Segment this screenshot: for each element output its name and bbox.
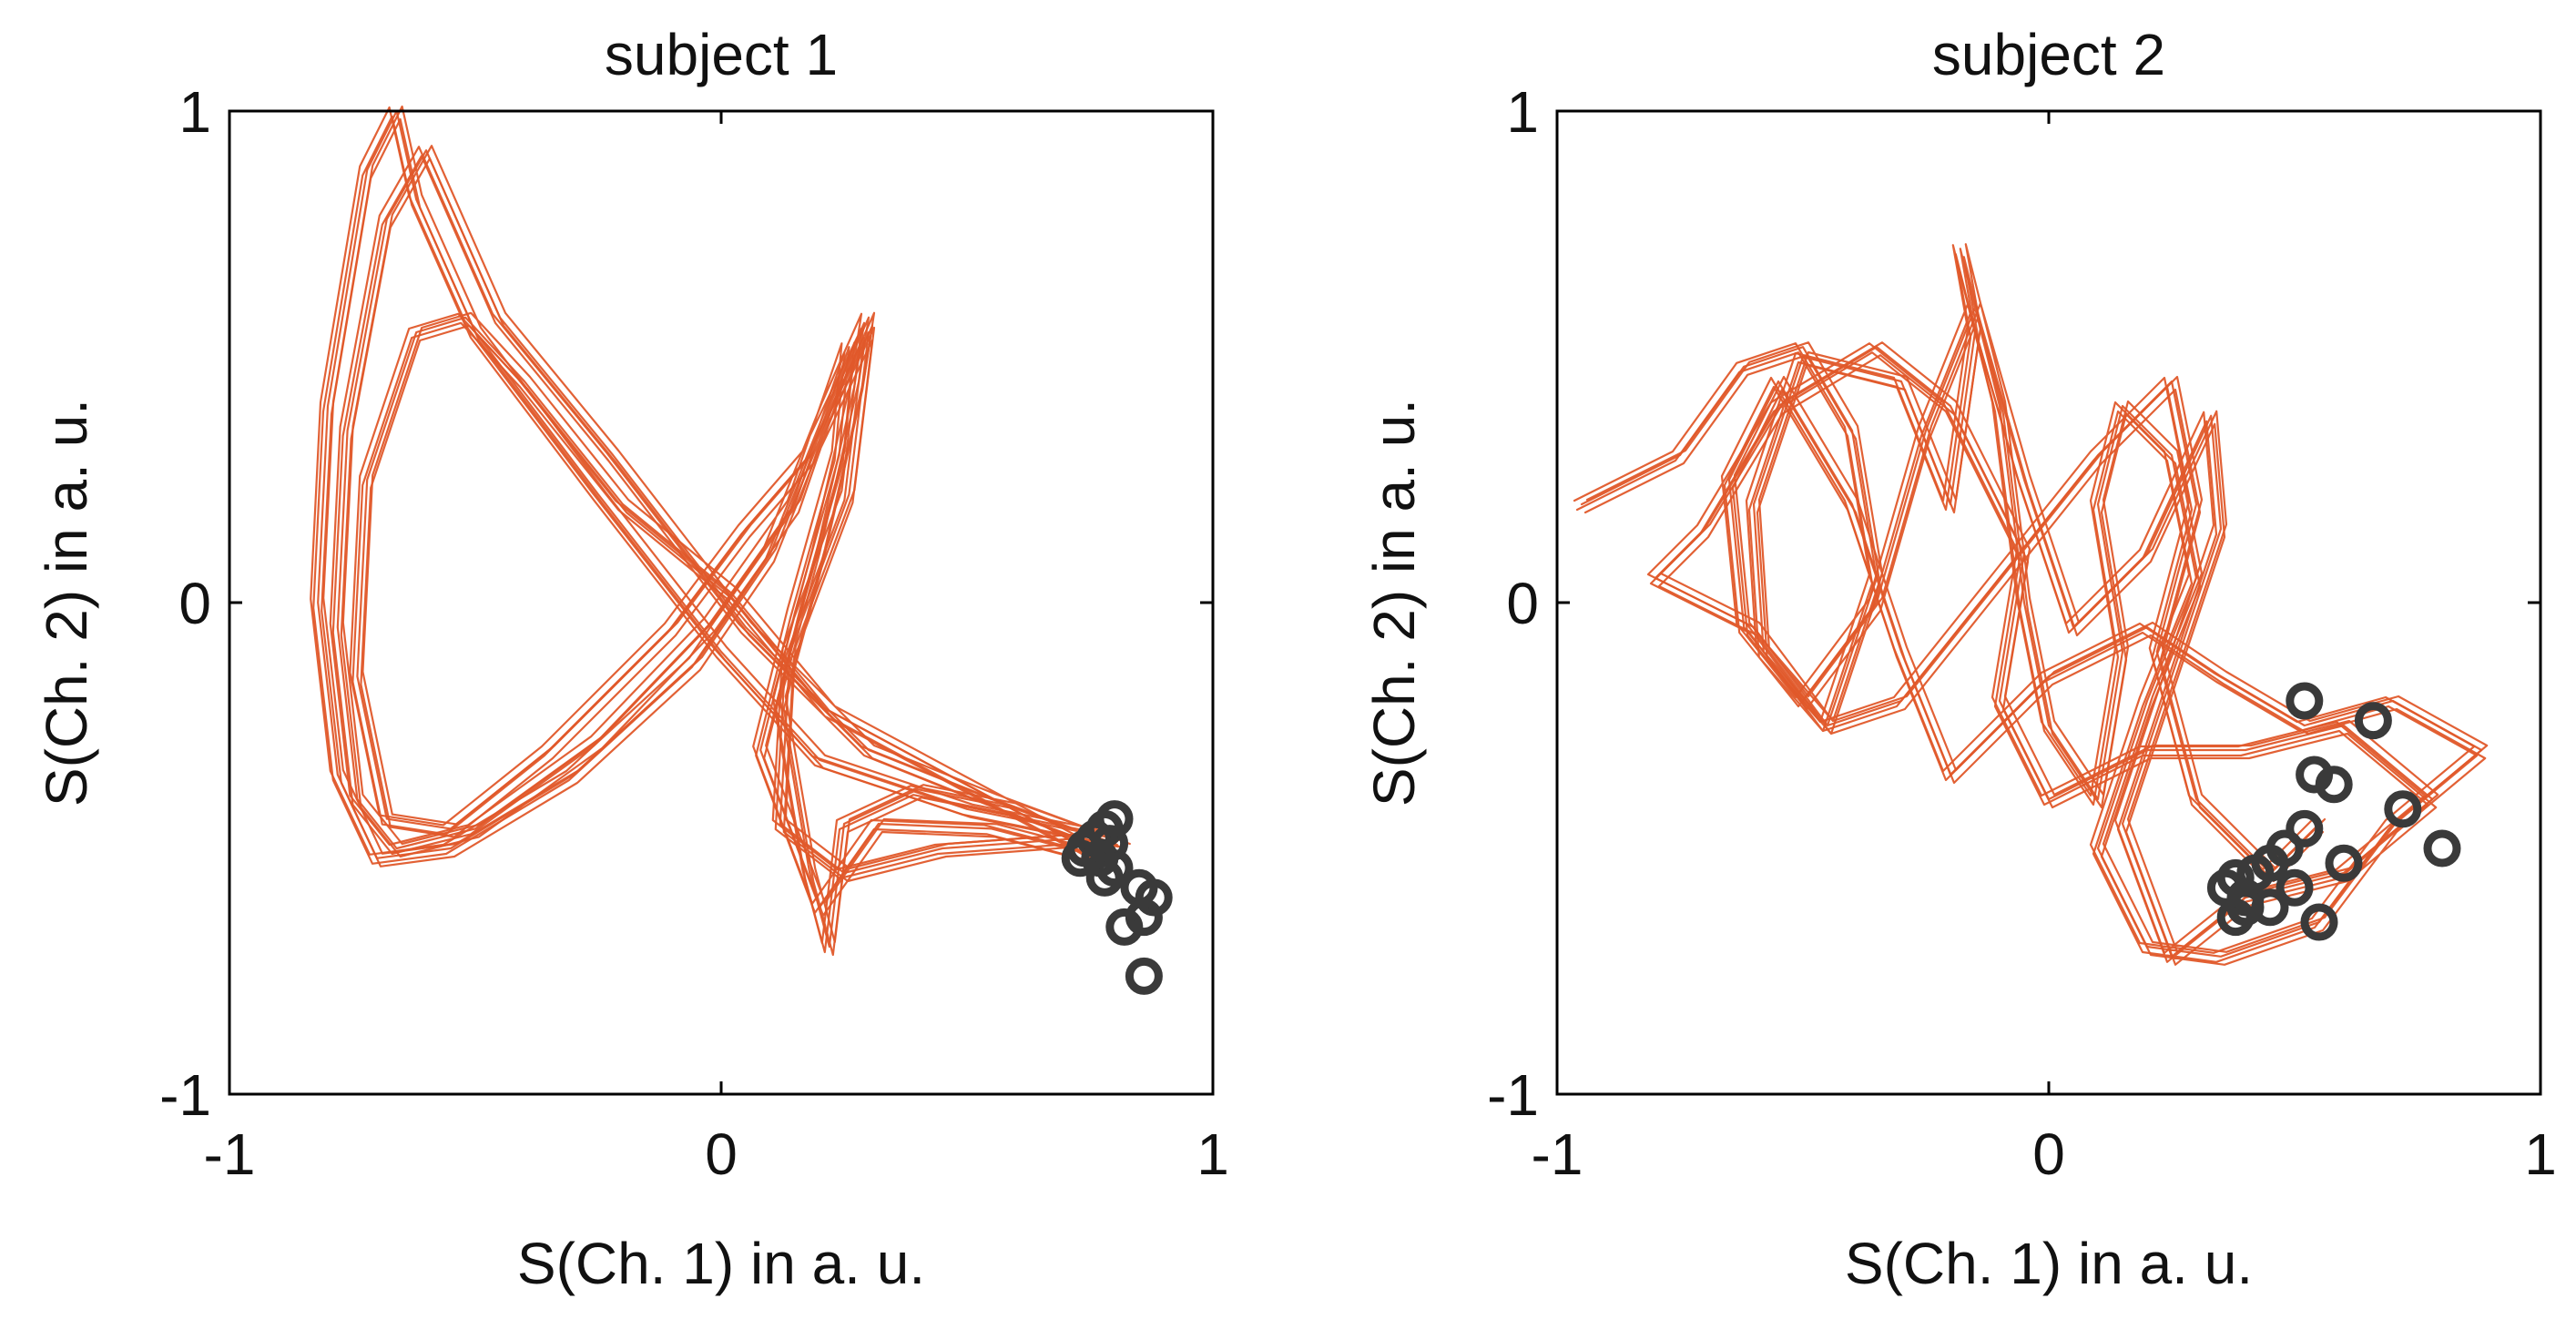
- circle-marker: [2286, 809, 2324, 847]
- x-ticks: -1 0 1: [204, 111, 1229, 1187]
- circle-marker: [1085, 858, 1124, 897]
- circle-marker: [2216, 898, 2255, 937]
- circle-marker: [1061, 839, 1099, 878]
- subplot-subject-2: subject 2 -1 0 1 -1 0 1 S(Ch. 1) in a. u…: [1361, 22, 2557, 1296]
- y-tick-label: -1: [1487, 1062, 1539, 1128]
- circle-marker: [2276, 868, 2314, 907]
- trajectory-line: [1583, 256, 2487, 966]
- x-tick-label: -1: [1532, 1121, 1583, 1187]
- trajectory-line: [1585, 243, 2489, 953]
- x-tick-label: 1: [2524, 1121, 2557, 1187]
- trace-group: [310, 105, 1131, 957]
- circle-marker: [2251, 888, 2289, 927]
- trajectory-line: [1573, 244, 2476, 954]
- plot-area: [310, 105, 1173, 995]
- circle-marker: [2354, 702, 2392, 740]
- marker-group: [2206, 682, 2461, 941]
- subplot-title: subject 2: [1932, 22, 2165, 87]
- circle-marker: [2325, 844, 2363, 882]
- circle-marker: [2315, 766, 2353, 804]
- y-tick-label: 0: [178, 571, 211, 636]
- circle-marker: [2286, 682, 2324, 720]
- y-ticks: -1 0 1: [1487, 79, 2540, 1128]
- trace-group: [1573, 243, 2489, 966]
- x-tick-label: 0: [2032, 1121, 2065, 1187]
- circle-marker: [2384, 790, 2422, 828]
- x-ticks: -1 0 1: [1532, 111, 2557, 1187]
- x-tick-label: 0: [705, 1121, 738, 1187]
- circle-marker: [2423, 829, 2461, 867]
- y-axis-label: S(Ch. 2) in a. u.: [1361, 399, 1427, 807]
- y-tick-label: -1: [159, 1062, 211, 1128]
- plot-area: [1573, 243, 2489, 966]
- y-ticks: -1 0 1: [159, 79, 1213, 1128]
- y-tick-label: 1: [178, 79, 211, 145]
- x-axis-label: S(Ch. 1) in a. u.: [517, 1231, 925, 1296]
- trajectory-line: [321, 117, 1129, 957]
- trajectory-line: [312, 115, 1121, 954]
- x-tick-label: -1: [204, 1121, 256, 1187]
- circle-marker: [1125, 957, 1163, 995]
- y-axis-label: S(Ch. 2) in a. u.: [34, 399, 99, 807]
- trajectory-line: [310, 106, 1118, 945]
- circle-marker: [2300, 903, 2338, 941]
- circle-marker: [1091, 825, 1129, 863]
- x-tick-label: 1: [1196, 1121, 1229, 1187]
- y-tick-label: 1: [1506, 79, 1539, 145]
- marker-group: [1061, 800, 1173, 995]
- y-tick-label: 0: [1506, 571, 1539, 636]
- x-axis-label: S(Ch. 1) in a. u.: [1845, 1231, 2253, 1296]
- subplot-title: subject 1: [605, 22, 838, 87]
- subplot-subject-1: subject 1 -1 0 1 -1 0 1 S(Ch. 1) in a. u…: [34, 22, 1229, 1296]
- circle-marker: [1125, 898, 1163, 937]
